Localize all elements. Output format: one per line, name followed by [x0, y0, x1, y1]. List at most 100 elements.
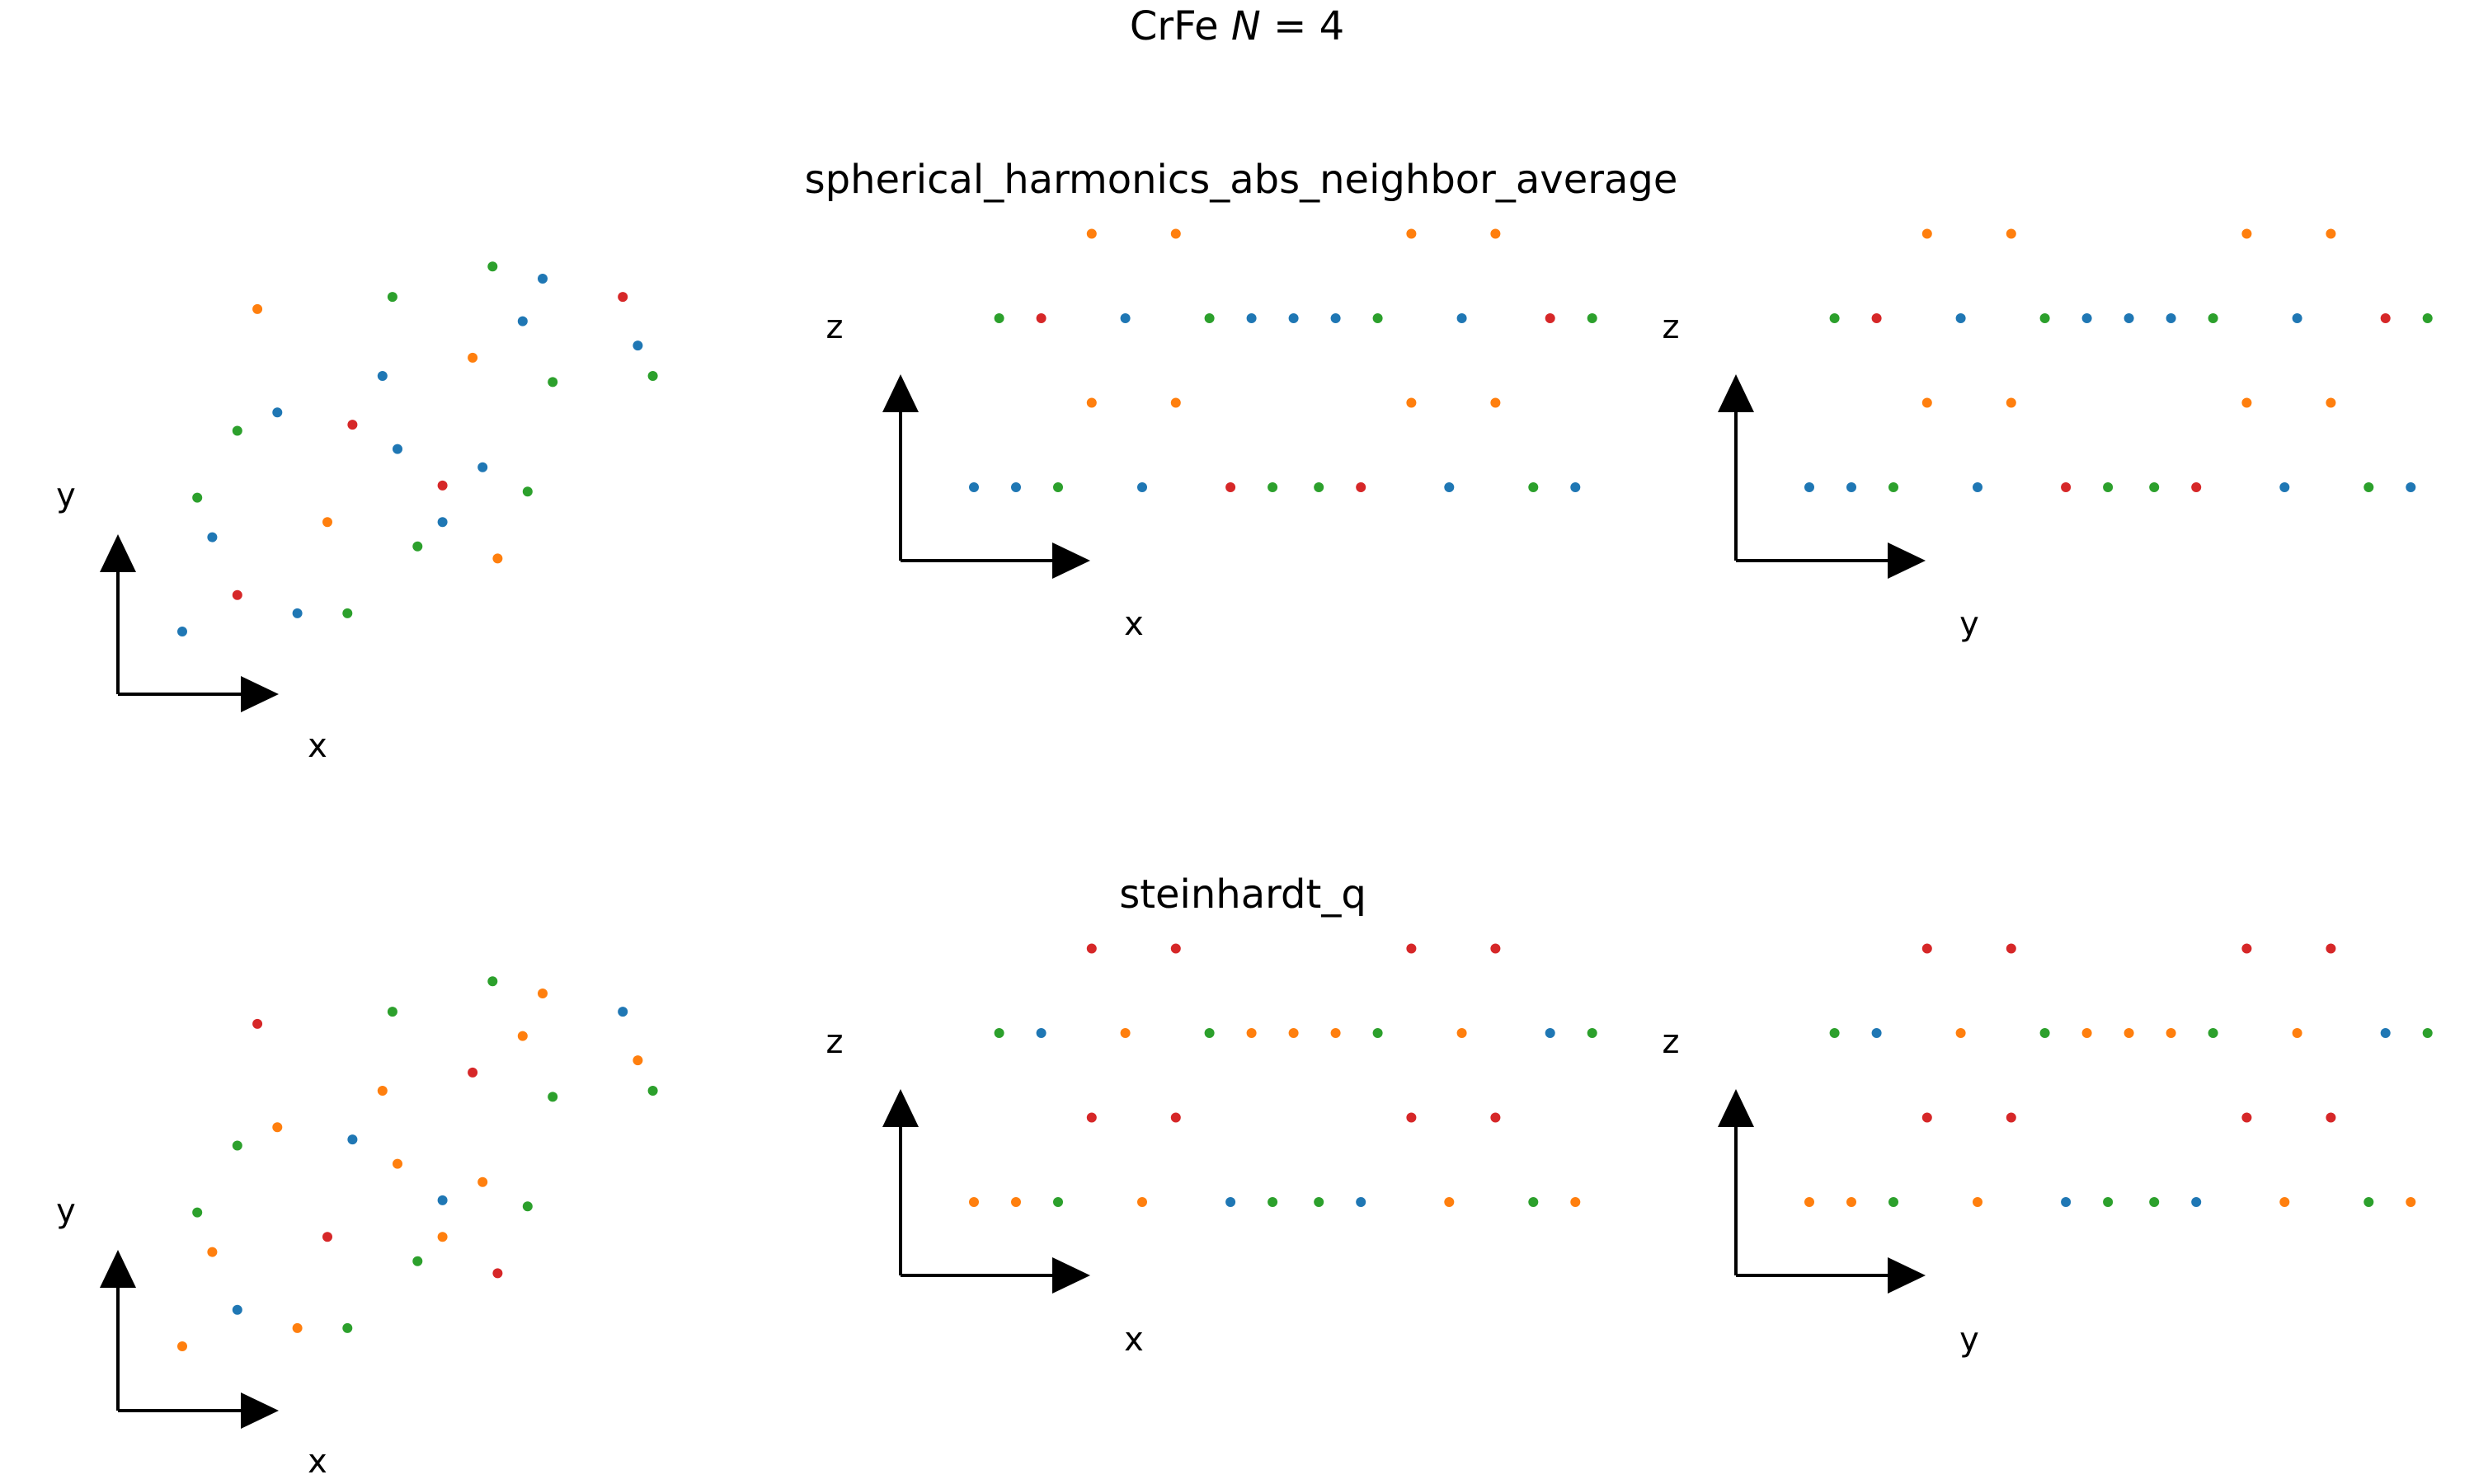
xz-point-green [994, 313, 1004, 323]
yz-point-blue [1973, 482, 1982, 492]
yz-point-red [1871, 313, 1882, 323]
axis-arrows [100, 534, 279, 712]
vertical-axis-label: y [56, 477, 76, 514]
xy-point-green [522, 486, 533, 497]
xy-point-blue [538, 274, 548, 284]
xy-point-orange [252, 303, 263, 314]
xz-point-orange [1137, 1197, 1147, 1207]
xy-point-orange [538, 989, 548, 998]
xy-point-blue [618, 1007, 628, 1017]
xy-point-green [412, 1256, 423, 1266]
xz-point-green [1053, 1197, 1063, 1207]
horizontal-axis-label: x [308, 1443, 327, 1481]
xy-point-blue [437, 1195, 448, 1205]
xz-point-green [1268, 1197, 1278, 1207]
yz-point-blue [2191, 1197, 2202, 1207]
yz-point-orange [2081, 1028, 2092, 1038]
horizontal-arrowhead [1888, 542, 1926, 579]
xz-points [969, 228, 1597, 492]
xy-point-green [412, 541, 423, 552]
xy-point-green [647, 1086, 658, 1096]
yz-point-orange [2326, 228, 2336, 239]
yz-point-orange [2326, 397, 2336, 408]
vertical-arrowhead [1718, 374, 1754, 412]
xy-point-orange [207, 1247, 218, 1257]
xz-point-orange [1570, 1197, 1581, 1207]
xy-point-orange [633, 1055, 643, 1066]
xz-point-red [1406, 1112, 1417, 1123]
xz-point-green [1314, 1197, 1324, 1207]
xy-point-orange [393, 1158, 402, 1169]
yz-point-red [1921, 943, 1932, 954]
xy-point-green [232, 425, 242, 436]
vertical-axis-label: z [1663, 308, 1680, 346]
xy-point-green [522, 1201, 533, 1212]
yz-point-orange [2006, 228, 2016, 239]
xy-point-blue [232, 1304, 242, 1315]
xz-point-orange [1170, 228, 1181, 239]
figure-title-prefix: CrFe [1130, 3, 1231, 49]
xz-point-blue [1246, 313, 1257, 323]
xz-point-orange [1170, 397, 1181, 408]
xz-point-red [1225, 482, 1236, 492]
xz-point-orange [1011, 1197, 1021, 1207]
xz-point-blue [969, 482, 979, 492]
xz-point-blue [1444, 482, 1455, 492]
figure-title-variable: N [1231, 3, 1261, 49]
xz-point-orange [1288, 1028, 1299, 1038]
xy-points [177, 976, 658, 1351]
xy-point-red [322, 1232, 332, 1242]
xy-point-orange [477, 1176, 488, 1187]
horizontal-axis-label: x [1124, 1321, 1144, 1359]
xy-point-blue [477, 462, 488, 472]
yz-point-orange [2241, 228, 2252, 239]
yz-point-orange [2241, 397, 2252, 408]
yz-point-orange [1955, 1028, 1966, 1038]
xz-point-red [1170, 1112, 1181, 1123]
xz-point-green [1372, 1028, 1383, 1038]
xz-point-blue [1545, 1028, 1555, 1038]
xy-point-red [252, 1018, 263, 1029]
xz-point-blue [1288, 313, 1299, 323]
yz-points [1804, 943, 2433, 1207]
yz-point-red [2006, 1112, 2016, 1123]
yz-point-green [2363, 1197, 2374, 1207]
yz-point-orange [2006, 397, 2016, 408]
yz-point-orange [1973, 1197, 1982, 1207]
xy-point-blue [292, 608, 303, 618]
yz-point-orange [2279, 1197, 2290, 1207]
horizontal-axis-label: y [1959, 1321, 1979, 1359]
xz-point-orange [1444, 1197, 1455, 1207]
yz-point-green [2103, 1197, 2114, 1207]
xz-point-blue [1356, 1197, 1366, 1207]
xz-point-orange [1456, 1028, 1467, 1038]
xy-points [177, 261, 658, 636]
yz-point-orange [1921, 397, 1932, 408]
xz-point-orange [1330, 1028, 1341, 1038]
xz-point-green [1528, 482, 1539, 492]
xz-point-red [1490, 1112, 1501, 1123]
xz-point-green [1314, 482, 1324, 492]
xz-point-red [1086, 943, 1097, 954]
xy-point-red [468, 1067, 478, 1078]
horizontal-arrowhead [241, 1392, 279, 1429]
xz-point-orange [969, 1197, 979, 1207]
yz-point-orange [1804, 1197, 1814, 1207]
xz-point-red [1036, 313, 1047, 323]
horizontal-arrowhead [241, 676, 279, 712]
yz-point-green [2103, 482, 2114, 492]
xz-point-green [1053, 482, 1063, 492]
axis-arrows [1718, 1089, 1926, 1294]
yz-point-blue [2081, 313, 2092, 323]
xz-point-blue [1036, 1028, 1047, 1038]
xz-point-blue [1011, 482, 1021, 492]
yz-point-green [2422, 1028, 2433, 1038]
yz-point-blue [2292, 313, 2302, 323]
xy-point-green [647, 371, 658, 381]
xz-point-green [1587, 313, 1597, 323]
panel-xz-projection: x z [826, 943, 1597, 1359]
xz-point-blue [1570, 482, 1581, 492]
yz-point-green [2208, 1028, 2218, 1038]
xy-point-green [487, 261, 498, 272]
xz-point-green [1268, 482, 1278, 492]
